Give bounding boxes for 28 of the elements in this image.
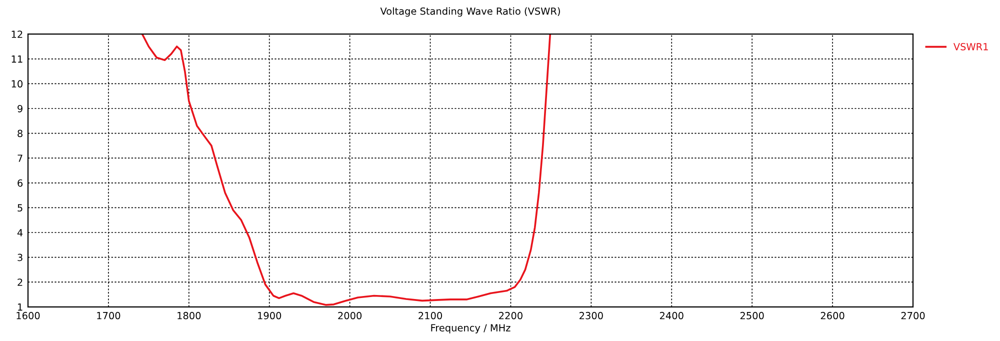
legend-label: VSWR1 [953,43,988,50]
x-tick-label: 2200 [499,312,522,320]
x-tick-label: 1600 [16,312,40,320]
x-tick-label: 2100 [418,312,442,320]
line-series [141,34,552,306]
y-tick-label: 7 [18,154,22,162]
y-tick-label: 9 [18,104,22,112]
x-tick-label: 2500 [740,312,764,320]
x-tick-label: 1700 [97,312,120,320]
x-tick-label: 2700 [901,312,925,320]
y-tick-label: 11 [12,56,22,63]
y-tick-label: 5 [18,204,22,212]
y-tick-label: 10 [12,80,22,88]
y-tick-label: 6 [18,179,23,187]
x-tick-label: 1900 [258,312,282,320]
y-tick-label: 4 [17,229,23,236]
x-tick-label: 1800 [178,312,201,320]
y-tick-label: 1 [18,304,22,311]
x-axis-title: Frequency / MHz [431,324,510,334]
y-tick-label: 3 [18,254,22,262]
x-tick-label: 2300 [580,312,603,320]
y-tick-label: 12 [12,30,22,38]
y-tick-label: 2 [18,278,22,286]
chart-title: Voltage Standing Wave Ratio (VSWR) [380,7,560,17]
x-tick-label: 2000 [338,312,362,320]
y-tick-label: 8 [18,130,22,138]
x-tick-label: 2600 [820,312,844,320]
x-tick-label: 2400 [660,312,684,320]
